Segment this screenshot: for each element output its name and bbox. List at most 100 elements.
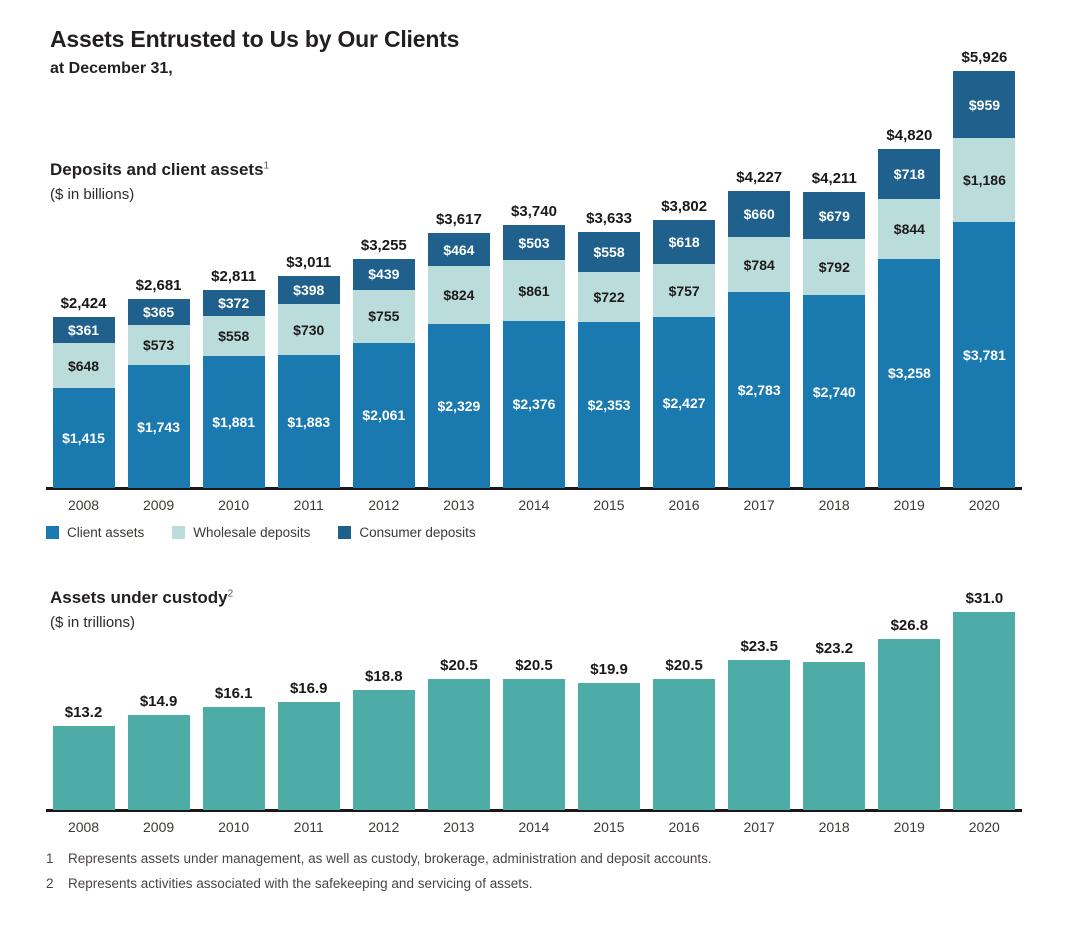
x-tick-label-2009: 2009 [143,497,175,513]
x-tick-label-2020: 2020 [968,497,1000,513]
custody-bar-group-2018: $23.2 [797,608,872,812]
bar-segment-client-assets-2020: $3,781 [953,221,1016,488]
custody-bar-label-2010: $16.1 [214,685,253,703]
custody-bar-2014 [502,679,565,810]
page-subtitle: at December 31, [50,60,173,77]
bar-segment-wholesale-deposits-2011: $730 [277,304,340,356]
deposits-chart-heading-text: Deposits and client assets [50,160,264,179]
bar-total-label-2009: $2,681 [135,277,182,295]
x-tick-label-2011: 2011 [293,819,324,835]
bar-segment-wholesale-deposits-2017: $784 [728,237,791,293]
stacked-bar-2019: $718 $844 $3,258 [878,148,941,488]
custody-bar-2018 [803,661,866,810]
bar-group-2017: $660 $784 $2,783 $4,227 [722,40,797,490]
custody-x-axis-labels: 2008 2009 2010 2011 2012 2013 2014 2015 2016 2017… [46,819,1022,835]
bar-segment-wholesale-deposits-2018: $792 [803,239,866,296]
bar-segment-consumer-deposits-2008: $361 [52,317,115,343]
bar-segment-client-assets-2013: $2,329 [427,324,490,488]
x-tick-label-2017: 2017 [743,819,775,835]
bar-segment-client-assets-2019: $3,258 [878,258,941,488]
bar-group-2019: $718 $844 $3,258 $4,820 [872,40,947,490]
legend-item-wholesale-deposits: Wholesale deposits [172,525,310,540]
bar-segment-wholesale-deposits-2020: $1,186 [953,138,1016,222]
stacked-bar-2014: $503 $861 $2,376 [502,224,565,488]
x-tick-label-2011: 2011 [293,497,324,513]
bar-segment-client-assets-2012: $2,061 [352,342,415,488]
legend-label: Wholesale deposits [193,525,311,540]
bar-group-2009: $365 $573 $1,743 $2,681 [121,40,196,490]
custody-chart-heading-text: Assets under custody [50,588,228,607]
custody-bar-group-2020: $31.0 [947,590,1022,812]
deposits-x-axis-labels: 2008 2009 2010 2011 2012 2013 2014 2015 2016 2017… [46,497,1022,513]
bar-group-2008: $361 $648 $1,415 $2,424 [46,40,121,490]
custody-bar-group-2009: $14.9 [121,608,196,812]
bar-group-2011: $398 $730 $1,883 $3,011 [271,40,346,490]
bar-segment-consumer-deposits-2010: $372 [202,290,265,317]
deposits-heading-footnote-ref: 1 [263,160,270,172]
bar-group-2012: $439 $755 $2,061 $3,255 [346,40,421,490]
custody-bar-plot: $13.2 $14.9 $16.1 $16.9 $18.8 $20.5 $20.5 $19.9… [46,590,1022,812]
custody-bar-group-2017: $23.5 [722,608,797,812]
custody-bar-2008 [52,725,115,810]
bar-segment-client-assets-2009: $1,743 [127,365,190,488]
stacked-bar-2018: $679 $792 $2,740 [803,191,866,488]
bar-segment-wholesale-deposits-2016: $757 [653,263,716,318]
footnote-text: Represents assets under management, as w… [68,851,712,866]
bar-total-label-2012: $3,255 [360,236,407,254]
x-tick-label-2008: 2008 [67,497,100,513]
deposits-chart-heading: Deposits and client assets1 [50,160,269,180]
stacked-bar-2013: $464 $824 $2,329 [427,233,490,488]
bar-segment-client-assets-2017: $2,783 [728,292,791,488]
bar-segment-consumer-deposits-2012: $439 [352,258,415,290]
bar-segment-wholesale-deposits-2014: $861 [502,260,565,321]
bar-total-label-2019: $4,820 [886,126,933,144]
bar-segment-consumer-deposits-2016: $618 [653,220,716,264]
bar-segment-wholesale-deposits-2010: $558 [202,316,265,356]
stacked-bar-2020: $959 $1,186 $3,781 [953,71,1016,488]
x-tick-label-2018: 2018 [818,819,850,835]
deposits-x-axis [46,487,1022,490]
stacked-bar-2008: $361 $648 $1,415 [52,317,115,488]
custody-bar-label-2016: $20.5 [665,657,703,675]
bar-segment-client-assets-2011: $1,883 [277,355,340,488]
bar-segment-consumer-deposits-2009: $365 [127,299,190,326]
bar-segment-wholesale-deposits-2009: $573 [127,325,190,366]
custody-bar-label-2014: $20.5 [515,657,553,675]
x-tick-label-2013: 2013 [443,497,475,513]
custody-bar-label-2008: $13.2 [64,703,103,721]
bar-group-2016: $618 $757 $2,427 $3,802 [647,40,722,490]
custody-bar-group-2013: $20.5 [421,608,496,812]
legend-swatch-icon [46,526,59,539]
bar-group-2020: $959 $1,186 $3,781 $5,926 [947,40,1022,490]
custody-bar-group-2011: $16.9 [271,608,346,812]
custody-x-axis [46,809,1022,812]
bar-segment-wholesale-deposits-2012: $755 [352,289,415,343]
custody-bar-label-2018: $23.2 [815,639,854,657]
bar-total-label-2018: $4,211 [811,169,857,187]
custody-bar-label-2017: $23.5 [740,637,778,655]
custody-bar-2013 [427,679,490,810]
legend-label: Client assets [67,525,145,540]
bar-total-label-2015: $3,633 [586,210,632,228]
bar-segment-consumer-deposits-2020: $959 [953,71,1016,139]
footnotes: 1 Represents assets under management, as … [46,851,712,901]
custody-bar-2010 [202,707,265,810]
x-tick-label-2019: 2019 [893,497,925,513]
x-tick-label-2012: 2012 [368,819,400,835]
custody-bar-label-2013: $20.5 [440,657,478,675]
bar-segment-consumer-deposits-2014: $503 [502,224,565,261]
bar-segment-consumer-deposits-2017: $660 [728,190,791,237]
x-tick-label-2010: 2010 [218,497,250,513]
bar-segment-consumer-deposits-2015: $558 [578,232,641,272]
footnote-text: Represents activities associated with th… [68,876,533,892]
bar-segment-client-assets-2015: $2,353 [578,322,641,488]
bar-segment-wholesale-deposits-2013: $824 [427,266,490,325]
bar-segment-consumer-deposits-2013: $464 [427,233,490,267]
x-tick-label-2008: 2008 [67,819,100,835]
legend-swatch-icon [172,526,186,539]
bar-total-label-2020: $5,926 [961,49,1008,66]
x-tick-label-2020: 2020 [968,819,1000,835]
custody-bar-group-2008: $13.2 [46,608,121,812]
x-tick-label-2016: 2016 [668,819,700,835]
custody-bar-2019 [878,638,941,810]
